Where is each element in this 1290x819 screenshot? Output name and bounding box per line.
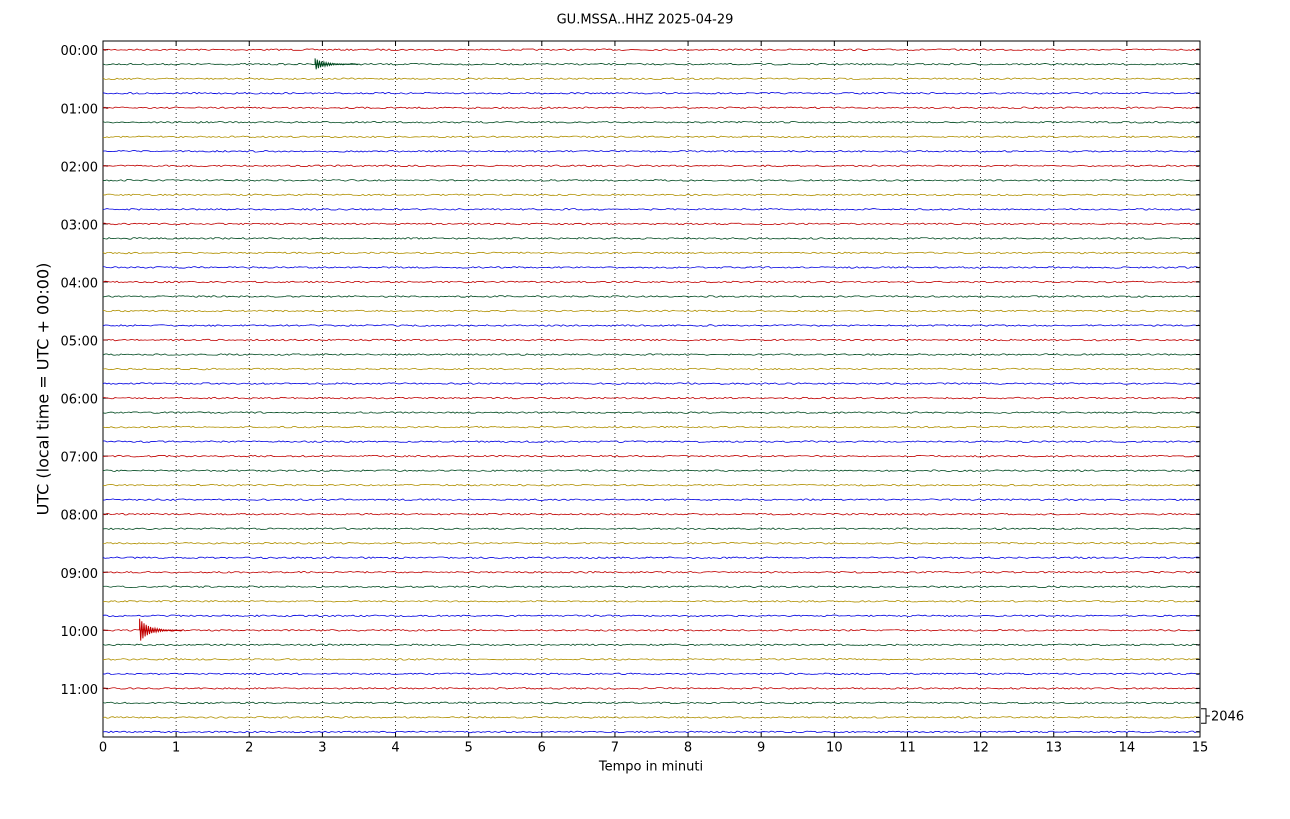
y-tick-label: 03:00 <box>61 218 98 233</box>
trace <box>102 469 1200 472</box>
x-tick-label: 1 <box>172 741 180 756</box>
trace <box>102 48 1200 51</box>
y-tick-label: 05:00 <box>61 335 98 350</box>
x-tick-label: 4 <box>391 741 399 756</box>
trace <box>102 614 1200 618</box>
x-tick-label: 9 <box>757 741 765 756</box>
x-tick-label: 7 <box>611 741 619 756</box>
x-tick-label: 3 <box>318 741 326 756</box>
x-tick-label: 14 <box>1119 741 1136 756</box>
trace <box>102 483 1200 487</box>
event <box>314 58 359 70</box>
trace <box>102 266 1200 269</box>
trace <box>102 309 1200 313</box>
x-tick-label: 11 <box>899 741 916 756</box>
x-tick-label: 12 <box>972 741 989 756</box>
trace <box>102 512 1200 516</box>
trace <box>102 382 1200 385</box>
trace <box>102 687 1200 690</box>
trace <box>102 367 1200 371</box>
y-tick-label: 01:00 <box>61 102 98 117</box>
trace <box>102 658 1200 661</box>
x-tick-label: 13 <box>1045 741 1062 756</box>
x-tick-label: 0 <box>99 741 107 756</box>
trace <box>102 643 1200 647</box>
trace <box>102 600 1200 603</box>
y-tick-label: 04:00 <box>61 276 98 291</box>
trace <box>102 396 1200 400</box>
trace <box>102 425 1200 429</box>
trace <box>103 338 1200 342</box>
scale-label: 2046 <box>1211 709 1244 724</box>
trace <box>102 179 1200 182</box>
trace <box>102 556 1200 559</box>
trace <box>102 498 1200 501</box>
trace <box>102 701 1200 705</box>
x-tick-label: 15 <box>1192 741 1209 756</box>
y-tick-label: 02:00 <box>61 160 98 175</box>
x-axis-label: Tempo in minuti <box>598 760 703 775</box>
trace <box>102 280 1200 284</box>
trace <box>102 77 1200 80</box>
trace <box>102 454 1200 458</box>
y-tick-label: 06:00 <box>61 393 98 408</box>
trace <box>102 237 1200 240</box>
x-tick-label: 8 <box>684 741 692 756</box>
trace <box>102 92 1200 95</box>
trace <box>102 716 1200 719</box>
trace <box>102 164 1200 168</box>
trace <box>102 527 1200 530</box>
trace <box>102 440 1200 443</box>
trace <box>102 730 1200 734</box>
x-tick-label: 10 <box>826 741 843 756</box>
trace <box>102 571 1200 574</box>
event <box>139 618 183 641</box>
trace <box>102 135 1200 139</box>
y-tick-label: 11:00 <box>61 683 98 698</box>
scale-bracket <box>1201 708 1210 724</box>
y-tick-label: 09:00 <box>61 567 98 582</box>
trace <box>102 150 1200 153</box>
trace <box>102 629 1200 632</box>
y-tick-label: 08:00 <box>61 509 98 524</box>
trace <box>102 193 1200 197</box>
trace <box>102 121 1200 124</box>
trace <box>102 62 1200 66</box>
trace <box>102 411 1200 414</box>
x-tick-label: 6 <box>538 741 546 756</box>
trace <box>102 208 1200 211</box>
y-axis-label: UTC (local time = UTC + 00:00) <box>34 263 53 516</box>
trace <box>102 295 1200 298</box>
trace <box>102 353 1200 356</box>
x-tick-label: 2 <box>245 741 253 756</box>
y-tick-label: 10:00 <box>61 625 98 640</box>
trace <box>102 585 1200 589</box>
trace <box>102 251 1200 255</box>
x-tick-label: 5 <box>465 741 473 756</box>
trace <box>102 672 1200 676</box>
chart-title: GU.MSSA..HHZ 2025-04-29 <box>557 13 734 28</box>
y-tick-label: 00:00 <box>61 44 98 59</box>
trace <box>102 324 1200 327</box>
plot-frame <box>102 40 1201 738</box>
y-tick-label: 07:00 <box>61 451 98 466</box>
trace <box>102 541 1200 545</box>
trace <box>102 222 1200 226</box>
trace <box>102 106 1200 110</box>
